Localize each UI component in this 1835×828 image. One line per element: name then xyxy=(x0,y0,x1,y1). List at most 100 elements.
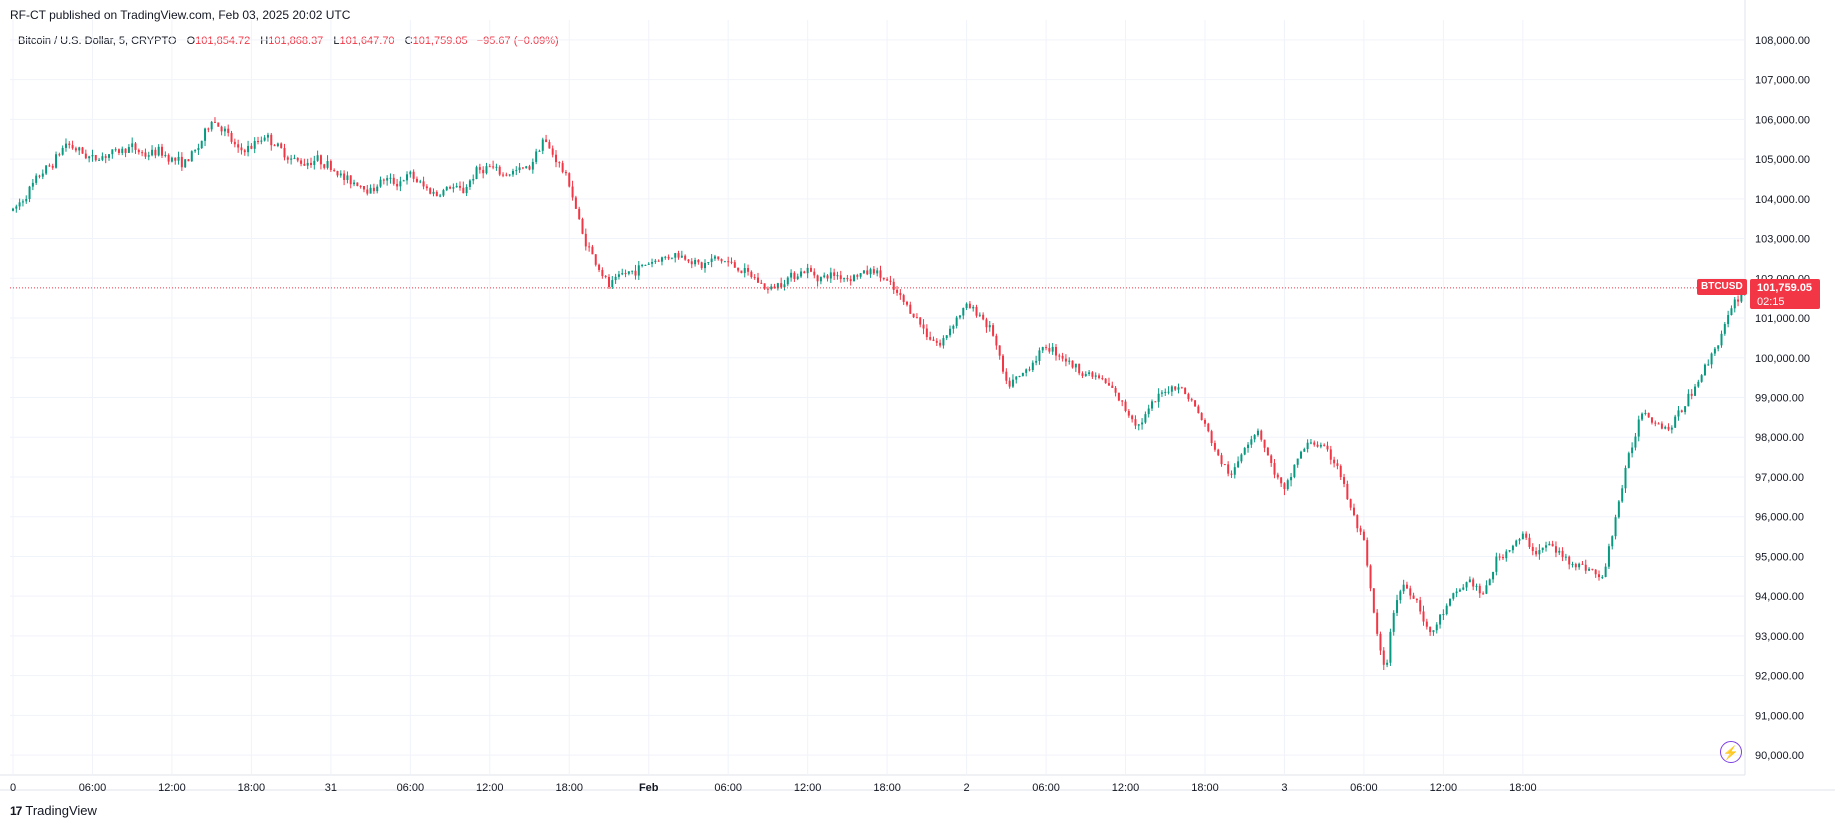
candle-body xyxy=(1091,372,1094,377)
candle-body xyxy=(915,317,918,319)
x-tick-label: 18:00 xyxy=(238,782,266,794)
candle-body xyxy=(1154,401,1157,403)
candle-body xyxy=(1670,427,1673,430)
candle-body xyxy=(1687,393,1690,407)
candle-body xyxy=(958,315,961,318)
candle-body xyxy=(803,271,806,274)
candle-body xyxy=(1392,612,1395,632)
candle-body xyxy=(68,143,71,146)
candle-body xyxy=(1405,584,1408,589)
candle-body xyxy=(932,339,935,341)
candle-body xyxy=(564,171,567,174)
candle-body xyxy=(339,173,342,176)
x-tick-label: Feb xyxy=(639,782,659,794)
candle-body xyxy=(468,180,471,187)
candle-body xyxy=(1137,424,1140,426)
candle-body xyxy=(528,166,531,170)
candle-body xyxy=(889,280,892,282)
candle-body xyxy=(1396,600,1399,613)
candle-body xyxy=(992,325,995,336)
candle-body xyxy=(1594,569,1597,575)
y-tick-label: 95,000.00 xyxy=(1755,551,1804,563)
candle-body xyxy=(1611,536,1614,547)
close-value: 101,759.05 xyxy=(412,35,468,47)
candle-body xyxy=(972,306,975,309)
candle-body xyxy=(1581,563,1584,565)
candle-body xyxy=(1710,353,1713,365)
candle-body xyxy=(756,277,759,283)
candle-body xyxy=(902,295,905,302)
candle-body xyxy=(1038,350,1041,361)
x-tick-label: 06:00 xyxy=(79,782,107,794)
candle-body xyxy=(1535,551,1538,555)
x-tick-label: 12:00 xyxy=(1112,782,1140,794)
candle-body xyxy=(743,268,746,274)
candle-body xyxy=(217,122,220,127)
candle-body xyxy=(727,261,730,263)
candle-body xyxy=(134,143,137,150)
candle-body xyxy=(1270,455,1273,464)
candle-body xyxy=(1376,612,1379,634)
chart-legend: Bitcoin / U.S. Dollar, 5, CRYPTO O101,85… xyxy=(18,35,559,47)
candle-body xyxy=(313,160,316,165)
candle-body xyxy=(1309,442,1312,444)
candle-body xyxy=(406,174,409,181)
y-tick-label: 96,000.00 xyxy=(1755,512,1804,524)
x-tick-label: 06:00 xyxy=(1350,782,1378,794)
candle-body xyxy=(1018,375,1021,377)
candle-body xyxy=(1352,507,1355,516)
candle-body xyxy=(581,219,584,234)
candle-body xyxy=(525,166,528,169)
candle-body xyxy=(1290,476,1293,481)
x-tick-label: 18:00 xyxy=(1191,782,1219,794)
candle-body xyxy=(316,155,319,161)
candle-body xyxy=(955,317,958,326)
candle-body xyxy=(939,342,942,346)
tradingview-logo-icon: 17 xyxy=(10,803,22,818)
candle-body xyxy=(720,259,723,262)
candle-body xyxy=(1243,448,1246,455)
candle-body xyxy=(737,267,740,271)
footer-brand[interactable]: 17 TradingView xyxy=(10,803,97,818)
candle-body xyxy=(1631,447,1634,454)
candle-body xyxy=(1134,419,1137,426)
candle-body xyxy=(230,132,233,142)
candle-body xyxy=(1409,588,1412,596)
y-tick-label: 92,000.00 xyxy=(1755,671,1804,683)
candle-body xyxy=(210,121,213,130)
candle-body xyxy=(816,275,819,282)
candle-body xyxy=(823,275,826,278)
candle-body xyxy=(1402,584,1405,592)
candle-body xyxy=(482,169,485,174)
candle-body xyxy=(319,155,322,165)
candle-body xyxy=(392,177,395,184)
symbol-name[interactable]: Bitcoin / U.S. Dollar, 5, CRYPTO xyxy=(18,35,177,47)
candle-body xyxy=(1465,582,1468,588)
candle-body xyxy=(227,128,230,133)
candle-body xyxy=(1200,413,1203,420)
candle-body xyxy=(1723,324,1726,334)
candle-body xyxy=(21,201,24,203)
candle-body xyxy=(1445,605,1448,615)
candle-body xyxy=(1624,467,1627,489)
candle-body xyxy=(1078,363,1081,374)
candle-body xyxy=(286,157,289,160)
candle-body xyxy=(1051,346,1054,352)
candle-body xyxy=(273,145,276,147)
low-label: L xyxy=(333,35,340,47)
candle-body xyxy=(439,195,442,197)
y-tick-label: 90,000.00 xyxy=(1755,750,1804,762)
candle-body xyxy=(1240,454,1243,462)
candle-body xyxy=(747,268,750,272)
candle-body xyxy=(1280,477,1283,484)
candle-body xyxy=(988,325,991,328)
x-tick-label: 12:00 xyxy=(158,782,186,794)
candle-body xyxy=(296,157,299,161)
candle-body xyxy=(770,286,773,290)
candle-body xyxy=(710,258,713,263)
candle-body xyxy=(571,186,574,198)
candle-body xyxy=(687,259,690,262)
lightning-icon[interactable]: ⚡ xyxy=(1720,741,1742,763)
candle-body xyxy=(1637,419,1640,437)
